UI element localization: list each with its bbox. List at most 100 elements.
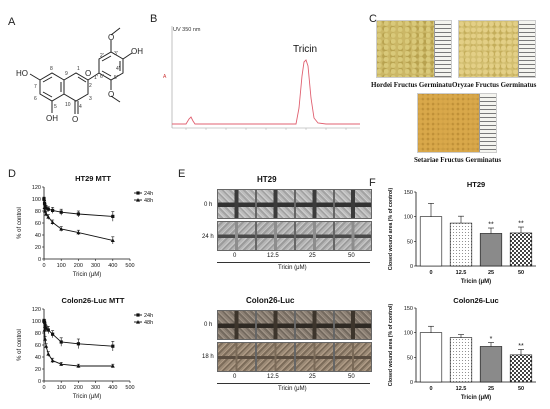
x-tick-label: 500 — [125, 263, 134, 269]
data-point — [76, 212, 80, 216]
x-tick-label: 25 — [488, 270, 494, 276]
bar-12.5 — [449, 222, 473, 267]
data-point — [51, 208, 55, 212]
atom-label-5: 5 — [54, 104, 57, 110]
wound-image-ht29-24h-c3 — [334, 221, 372, 251]
wound-image-ht29-24h-c0 — [217, 221, 256, 251]
wound-row-0h-colon26: 0 h — [204, 322, 213, 328]
atom-label-2: 2 — [89, 83, 92, 89]
wound-image-colon26-0h-c0 — [217, 310, 256, 340]
data-point — [76, 230, 81, 235]
atom-label-5p: 5' — [114, 75, 118, 81]
chart-title: HT29 MTT — [75, 174, 111, 183]
data-point — [46, 207, 50, 211]
wound-conc-50: 50 — [348, 374, 355, 380]
data-point — [44, 206, 48, 210]
atom-label-1: 1 — [77, 66, 80, 72]
y-tick-label: 0 — [410, 264, 413, 270]
atom-label-7: 7 — [34, 84, 37, 90]
mtt-chart-ht29: HT29 MTT 0 20 40 60 80 100 120 0 100 200 300 400 500 T… — [17, 174, 153, 278]
x-tick-label: 50 — [518, 386, 524, 392]
panel-label-a: A — [8, 16, 16, 28]
wound-image-colon26-18h-c3 — [334, 342, 372, 372]
y-axis-label: Closed wound area (% of control) — [388, 188, 394, 271]
x-tick-label: 200 — [74, 385, 83, 391]
atom-label-3p: 3' — [114, 51, 118, 57]
data-point — [42, 197, 46, 201]
data-point — [111, 214, 115, 218]
y-tick-label: 120 — [32, 185, 41, 191]
data-point — [59, 227, 64, 231]
legend-marker — [136, 313, 140, 317]
x-tick-label: 0 — [429, 386, 432, 392]
y-tick-label: 40 — [35, 233, 41, 239]
x-tick-label: 12.5 — [456, 386, 467, 392]
data-point — [50, 358, 55, 363]
caption-setariae: Setariae Fructus Germinatus — [414, 156, 502, 164]
x-tick-label: 100 — [57, 263, 66, 269]
structure-group-o-5p: O — [108, 90, 114, 99]
structure-group-o-ring: O — [85, 69, 91, 78]
x-tick-label: 50 — [518, 270, 524, 276]
panel-label-c: C — [369, 13, 377, 25]
data-point — [59, 362, 64, 366]
chromatogram-y-mark: A — [163, 74, 167, 80]
caption-oryzae: Oryzae Fructus Germinatus — [452, 81, 537, 89]
photo-setariae — [417, 93, 497, 153]
bar-12.5 — [449, 337, 473, 383]
tricin-peak-label: Tricin — [293, 44, 317, 55]
x-axis-label: Tricin (μM) — [73, 394, 102, 400]
wound-image-ht29-0h-c0 — [217, 189, 256, 219]
x-axis-label: Tricin (μM) — [461, 395, 491, 401]
wound-axis-line — [217, 383, 370, 384]
y-tick-label: 0 — [38, 379, 41, 385]
atom-label-2p: 2' — [100, 53, 104, 59]
wound-image-colon26-0h-c1 — [256, 310, 295, 340]
data-point — [110, 238, 115, 242]
significance-mark: ** — [488, 222, 494, 229]
chart-title: Colon26-Luc MTT — [62, 296, 125, 305]
y-tick-label: 100 — [32, 197, 41, 203]
structure-group-oh-4p: OH — [131, 47, 143, 56]
chromatogram-trace — [172, 59, 360, 125]
wound-conc-12-5: 12.5 — [267, 374, 279, 380]
wound-title-colon26: Colon26-Luc — [246, 296, 295, 305]
wound-xlabel-colon26: Tricin (μM) — [278, 386, 307, 392]
legend-label: 48h — [144, 198, 153, 204]
wound-image-colon26-18h-c2 — [295, 342, 334, 372]
wound-image-colon26-18h-c1 — [256, 342, 295, 372]
wound-bar-chart-colon26: Colon26-Luc 0 50 100 150 Closed wound area (%… — [388, 296, 536, 401]
wound-row-24h-ht29: 24 h — [202, 234, 214, 240]
data-point — [43, 204, 47, 208]
wound-axis-line — [217, 262, 370, 263]
y-tick-label: 20 — [35, 367, 41, 373]
data-point — [44, 326, 48, 330]
caption-hordei: Hordei Fructus Germinatu — [371, 81, 452, 89]
x-axis-label: Tricin (μM) — [73, 272, 102, 278]
x-tick-label: 200 — [74, 263, 83, 269]
significance-mark: * — [490, 336, 493, 343]
atom-label-4: 4 — [79, 104, 82, 110]
wound-conc-0: 0 — [233, 253, 237, 259]
panel-label-e: E — [178, 168, 186, 180]
wound-image-ht29-0h-c3 — [334, 189, 372, 219]
photo-hordei — [376, 20, 452, 78]
photo-oryzae — [458, 20, 536, 78]
x-tick-label: 100 — [57, 385, 66, 391]
wound-conc-25: 25 — [309, 374, 316, 380]
uv-label: UV 350 nm — [173, 27, 201, 33]
wound-row-18h-colon26: 18 h — [202, 354, 214, 360]
bar-25 — [479, 346, 503, 383]
bar-0 — [419, 332, 443, 383]
data-point — [42, 205, 47, 209]
y-tick-label: 0 — [38, 257, 41, 263]
y-axis-label: Closed wound area (% of control) — [388, 304, 394, 387]
y-tick-label: 150 — [404, 306, 413, 312]
data-point — [111, 344, 115, 348]
bar-50 — [509, 354, 533, 383]
wound-bar-chart-ht29: HT29 0 50 100 150 Closed wound area (% of con… — [388, 180, 536, 285]
structure-group-ho: HO — [16, 69, 28, 78]
y-tick-label: 100 — [404, 215, 413, 221]
chromatogram: UV 350 nm A Tricin — [163, 26, 360, 130]
x-axis-label: Tricin (μM) — [461, 279, 491, 285]
